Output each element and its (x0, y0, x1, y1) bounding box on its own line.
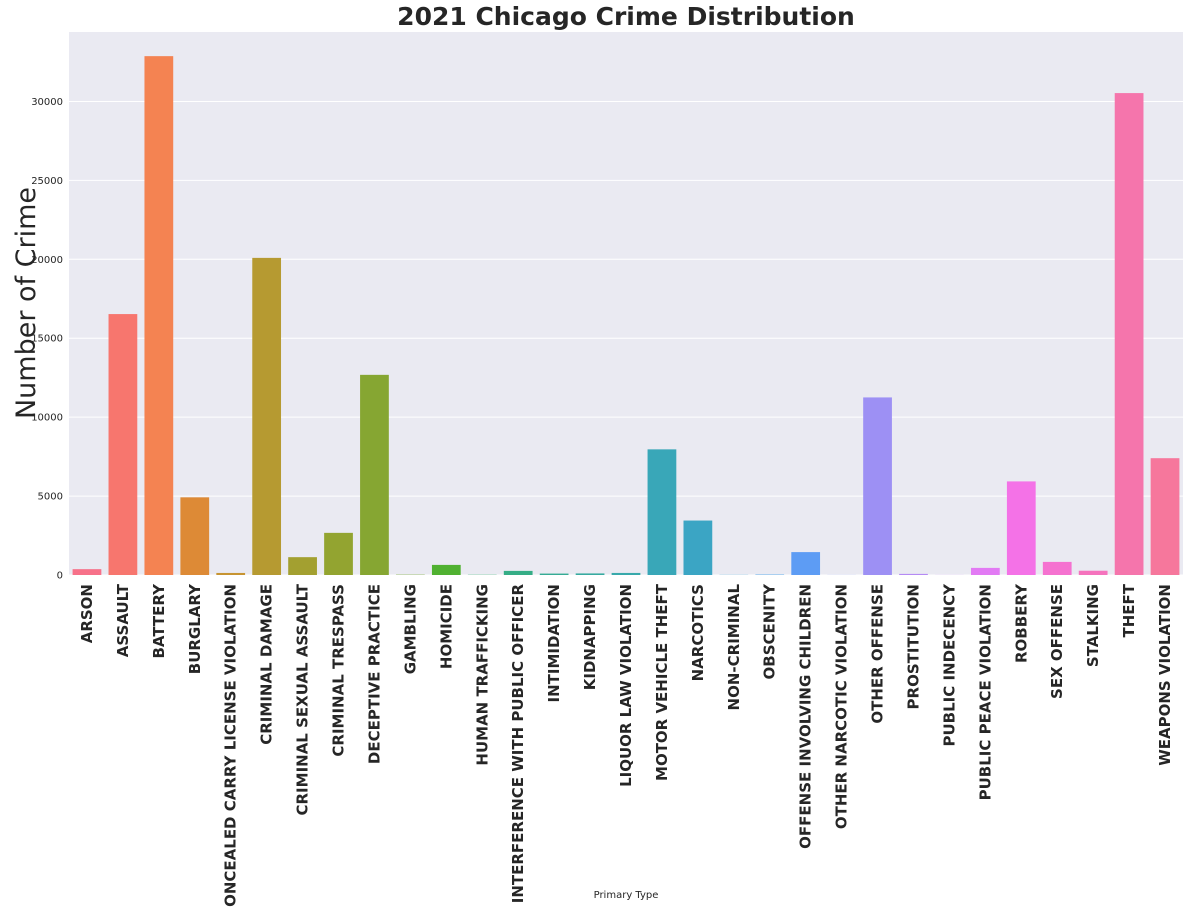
x-tick-label: ASSAULT (114, 583, 132, 657)
bar (431, 564, 461, 575)
x-tick-labels: ARSON ASSAULT BATTERY BURGLARY CONCEALED CAR… (78, 583, 1174, 907)
bar (970, 567, 1000, 575)
bar (683, 520, 713, 575)
y-tick-labels: 0 5000 10000 15000 20000 25000 30000 (31, 97, 63, 582)
x-tick-label: PUBLIC PEACE VIOLATION (976, 584, 994, 800)
x-tick-label: CRIMINAL SEXUAL ASSAULT (294, 583, 312, 815)
x-tick-label: DECEPTIVE PRACTICE (365, 584, 383, 764)
bar (144, 56, 174, 575)
x-tick-label: BURGLARY (186, 583, 204, 674)
bar (1150, 458, 1180, 575)
y-tick-label: 25000 (31, 176, 63, 187)
y-tick-label: 5000 (38, 492, 63, 503)
bar (1042, 561, 1072, 575)
x-tick-label: STALKING (1084, 584, 1102, 667)
x-tick-label: MOTOR VEHICLE THEFT (653, 583, 671, 781)
x-tick-label: CONCEALED CARRY LICENSE VIOLATION (222, 584, 240, 907)
bar (1114, 93, 1144, 576)
x-tick-label: PUBLIC INDECENCY (940, 583, 958, 747)
bar (72, 569, 102, 575)
x-tick-label: NARCOTICS (689, 584, 707, 681)
y-axis-label: Number of Crime (11, 187, 42, 419)
chart-title: 2021 Chicago Crime Distribution (397, 2, 855, 31)
x-tick-label: LIQUOR LAW VIOLATION (617, 584, 635, 787)
x-tick-label: BATTERY (150, 583, 168, 659)
bar (503, 570, 533, 575)
bar (288, 557, 317, 575)
x-tick-label: OBSCENITY (761, 583, 779, 680)
x-tick-label: PROSTITUTION (904, 584, 922, 709)
x-tick-label: INTIMIDATION (545, 584, 563, 702)
y-tick-label: 10000 (31, 413, 63, 424)
bar (1078, 570, 1108, 575)
x-tick-label: KIDNAPPING (581, 584, 599, 690)
x-tick-label: CRIMINAL DAMAGE (258, 584, 276, 745)
x-tick-label: NON-CRIMINAL (725, 584, 743, 711)
x-tick-label: OTHER NARCOTIC VIOLATION (833, 584, 851, 829)
y-tick-label: 0 (57, 571, 63, 582)
x-tick-label: INTERFERENCE WITH PUBLIC OFFICER (509, 584, 527, 904)
x-tick-label: OFFENSE INVOLVING CHILDREN (797, 584, 815, 849)
bar (1006, 481, 1036, 575)
x-tick-label: ROBBERY (1012, 583, 1030, 663)
x-tick-label: HOMICIDE (437, 584, 455, 669)
x-tick-label: HUMAN TRAFFICKING (473, 584, 491, 766)
y-tick-label: 15000 (31, 334, 63, 345)
x-tick-label: SEX OFFENSE (1048, 584, 1066, 699)
bar (575, 573, 605, 575)
y-tick-label: 20000 (31, 255, 63, 266)
bar (108, 314, 138, 575)
bar (360, 374, 389, 575)
bar (539, 573, 569, 575)
bar (180, 497, 210, 575)
bar (252, 257, 282, 575)
bar (863, 397, 892, 575)
y-tick-label: 30000 (31, 97, 63, 108)
x-tick-label: CRIMINAL TRESPASS (330, 584, 348, 757)
x-tick-label: THEFT (1120, 583, 1138, 637)
x-tick-label: WEAPONS VIOLATION (1156, 584, 1174, 766)
x-tick-label: OTHER OFFENSE (869, 584, 887, 724)
bar (899, 573, 928, 575)
x-tick-label: ARSON (78, 584, 96, 643)
bar (647, 449, 677, 575)
bar (791, 552, 821, 575)
bar (324, 532, 353, 575)
x-axis-label: Primary Type (594, 890, 659, 901)
bars (72, 56, 1180, 576)
x-tick-label: GAMBLING (401, 584, 419, 674)
bar (611, 572, 641, 575)
bar (216, 572, 246, 575)
